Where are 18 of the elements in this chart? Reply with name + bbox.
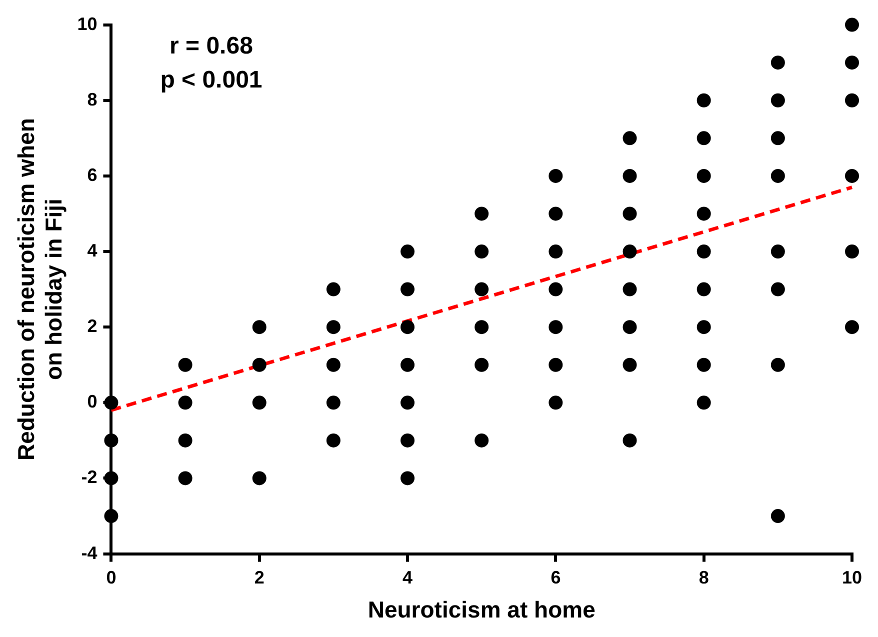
y-tick-label: 10 bbox=[77, 14, 98, 34]
x-tick-label: 10 bbox=[842, 568, 862, 588]
annotation: r = 0.68 bbox=[170, 32, 253, 60]
x-tick-label: 0 bbox=[106, 568, 116, 588]
y-tick-label: 6 bbox=[87, 164, 98, 185]
annotation: p < 0.001 bbox=[160, 66, 262, 94]
y-tick-label: 0 bbox=[87, 392, 98, 412]
x-tick-label: 8 bbox=[698, 568, 709, 588]
x-axis-title: Neuroticism at home bbox=[368, 596, 596, 623]
x-tick-label: 4 bbox=[402, 568, 413, 588]
x-tick-label: 2 bbox=[254, 568, 264, 588]
y-tick-label: 4 bbox=[87, 240, 98, 260]
y-tick-label: 2 bbox=[87, 316, 98, 336]
y-tick-label: 8 bbox=[87, 89, 98, 110]
x-tick-label: 6 bbox=[550, 568, 561, 588]
y-tick-label: -4 bbox=[81, 542, 98, 563]
y-tick-label: -2 bbox=[81, 467, 98, 488]
y-axis-title: Reduction of neuroticism when on holiday in Fiji bbox=[13, 118, 67, 461]
